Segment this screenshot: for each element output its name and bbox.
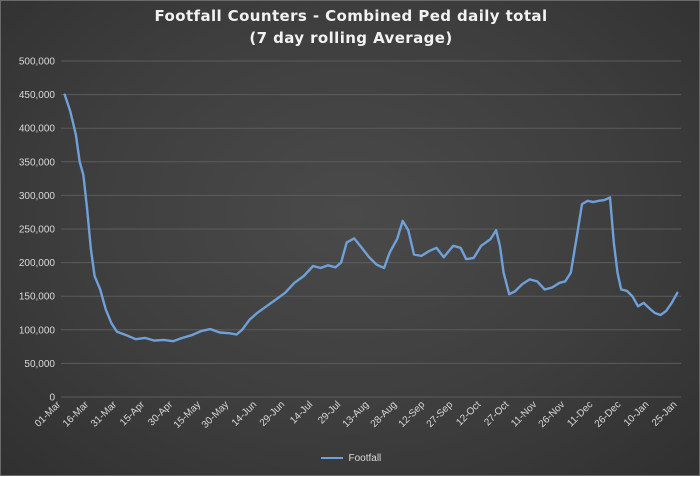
x-tick-label: 31-Mar	[89, 399, 120, 430]
y-tick-label: 400,000	[19, 124, 56, 135]
legend-label: Footfall	[348, 453, 382, 464]
y-tick-label: 150,000	[19, 292, 56, 303]
x-tick-label: 12-Oct	[454, 399, 483, 428]
y-tick-label: 500,000	[19, 57, 56, 68]
x-tick-label: 14-Jun	[230, 399, 259, 428]
x-tick-label: 15-Apr	[118, 399, 147, 428]
x-tick-label: 25-Jan	[650, 399, 679, 428]
x-tick-label: 26-Dec	[593, 399, 624, 430]
x-tick-label: 27-Sep	[425, 399, 456, 430]
y-tick-label: 0	[49, 393, 55, 404]
x-tick-label: 11-Dec	[565, 399, 595, 429]
x-tick-label: 30-May	[200, 399, 231, 430]
legend-swatch	[320, 457, 343, 460]
series-line-footfall	[63, 93, 679, 343]
legend: Footfall	[1, 453, 700, 464]
x-tick-label: 30-Apr	[146, 399, 175, 428]
y-tick-label: 50,000	[24, 359, 55, 370]
x-tick-label: 15-May	[172, 399, 203, 430]
x-tick-label: 12-Sep	[397, 399, 428, 430]
x-tick-label: 11-Nov	[509, 399, 539, 429]
x-tick-label: 28-Aug	[369, 399, 400, 430]
x-tick-label: 01-Mar	[33, 399, 64, 430]
x-tick-label: 29-Jun	[258, 399, 287, 428]
y-tick-label: 300,000	[19, 191, 56, 202]
y-tick-label: 250,000	[19, 225, 56, 236]
x-tick-label: 10-Jan	[622, 399, 651, 428]
y-tick-label: 100,000	[19, 325, 56, 336]
x-tick-label: 27-Oct	[482, 399, 511, 428]
chart-title: Footfall Counters - Combined Ped daily t…	[1, 5, 700, 49]
chart-title-line: Footfall Counters - Combined Ped daily t…	[154, 7, 548, 25]
y-tick-label: 350,000	[19, 157, 56, 168]
x-tick-label: 29-Jul	[316, 399, 343, 426]
y-tick-label: 200,000	[19, 258, 56, 269]
x-tick-label: 26-Nov	[537, 399, 568, 430]
x-tick-label: 14-Jul	[288, 399, 315, 426]
y-tick-label: 450,000	[19, 90, 56, 101]
x-tick-label: 16-Mar	[61, 399, 92, 430]
x-tick-label: 13-Aug	[341, 399, 372, 430]
chart-subtitle: (7 day rolling Average)	[249, 29, 453, 47]
